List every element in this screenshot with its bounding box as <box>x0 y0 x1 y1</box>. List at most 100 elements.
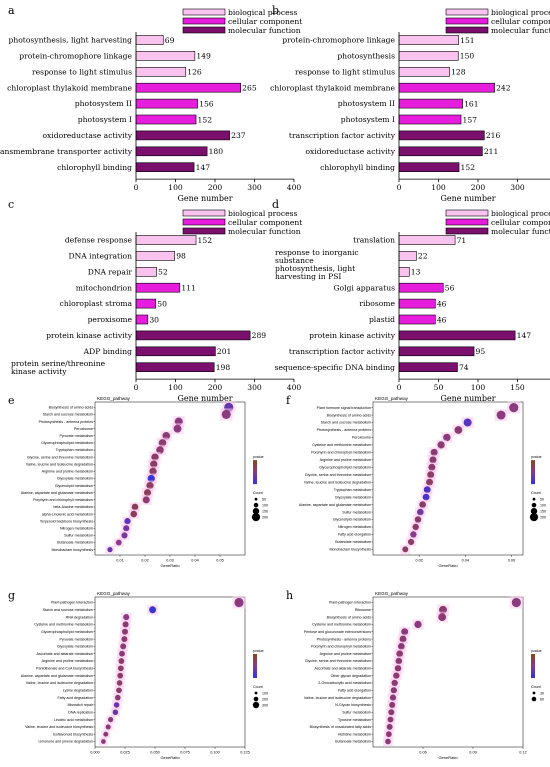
bar <box>135 362 215 372</box>
pathway-label: Arginine and proline metabolism <box>42 470 93 474</box>
x-tick-label: 0.09 <box>469 751 476 755</box>
bar <box>135 82 241 93</box>
pathway-label: N-Glycan biosynthesis <box>335 703 371 707</box>
data-point <box>509 402 519 413</box>
pathway-label: Photosynthesis - antenna proteins <box>39 420 94 424</box>
data-point <box>396 650 404 658</box>
x-tick-label: 0.02 <box>415 559 422 563</box>
category-label: chloroplast stroma <box>60 299 133 308</box>
value-label: 242 <box>496 84 511 93</box>
bar <box>135 35 164 45</box>
data-point <box>428 463 436 471</box>
data-point <box>423 486 431 494</box>
color-legend-bar <box>531 460 535 485</box>
bar <box>398 35 459 45</box>
pathway-label: Peroxisome <box>352 436 371 440</box>
bar <box>398 82 495 93</box>
panel-label-f: f <box>286 394 291 407</box>
data-point <box>173 424 182 433</box>
value-label: 147 <box>196 163 211 172</box>
data-point <box>385 738 391 745</box>
data-point <box>149 606 157 614</box>
x-axis-title: Gene number <box>177 194 232 203</box>
size-legend-dot <box>530 507 538 515</box>
data-point <box>115 539 122 546</box>
pathway-label: Biosynthesis of unsaturated fatty acids <box>310 725 372 729</box>
value-label: 30 <box>149 315 159 324</box>
bar <box>398 67 450 77</box>
data-point <box>124 518 131 525</box>
pathway-label: Glycine, serine and threonine metabolism <box>27 455 93 459</box>
data-point <box>146 482 154 490</box>
data-point <box>390 687 397 694</box>
pathway-label: Porphyrin and chlorophyll metabolism <box>33 498 93 502</box>
x-axis-title: GeneRatio <box>160 755 180 760</box>
bar <box>398 314 436 325</box>
data-point <box>393 672 400 679</box>
value-label: 149 <box>196 52 211 61</box>
chart-title: KEGG_pathway <box>375 396 409 401</box>
pathway-label: Valine, leucine and isoleucine degradati… <box>304 480 371 484</box>
category-label: chlorophyll binding <box>57 163 132 172</box>
size-legend-dot <box>531 502 537 508</box>
data-point <box>427 471 435 479</box>
x-tick-label: 300 <box>247 183 262 192</box>
bar <box>398 362 458 372</box>
value-label: 71 <box>457 236 467 245</box>
value-label: 128 <box>451 68 466 77</box>
value-label: 22 <box>418 252 428 261</box>
pathway-label: Isoflavonoid biosynthesis <box>53 732 93 736</box>
color-legend-bar <box>531 654 535 678</box>
data-point <box>156 446 164 454</box>
color-legend-title: pvalue <box>253 455 264 459</box>
pathway-label: Glyoxylate metabolism <box>57 477 93 481</box>
chart-title: KEGG_pathway <box>97 591 131 596</box>
size-legend-title: Count <box>253 685 263 689</box>
x-tick-label: 0 <box>397 183 402 192</box>
category-label: transcription factor activity <box>289 131 396 140</box>
pathway-label: Fatty acid degradation <box>57 696 93 700</box>
pathway-label: Pyruvate metabolism <box>59 637 93 641</box>
bar <box>135 314 149 325</box>
pathway-label: Glycine, serine and threonine metabolism <box>305 473 371 477</box>
data-point <box>430 448 438 456</box>
size-legend-label: 200 <box>262 697 268 701</box>
pathway-label: Plant-pathogen interaction <box>329 601 371 605</box>
bar <box>398 162 460 172</box>
value-label: 156 <box>199 99 214 108</box>
legend-entry: biological process <box>491 209 550 218</box>
data-point <box>391 679 398 687</box>
x-axis-title: GeneRatio <box>438 563 458 568</box>
category-label: protein-chromophore linkage <box>282 36 395 45</box>
pathway-label: Plant hormone signal transduction <box>317 406 371 410</box>
bar <box>135 267 157 277</box>
bar <box>398 98 463 109</box>
x-tick-label: 100 <box>471 383 486 392</box>
x-tick-label: 0.06 <box>508 559 515 563</box>
data-point <box>120 643 127 650</box>
data-point <box>454 426 463 434</box>
category-label: peroxisome <box>88 315 133 324</box>
value-label: 161 <box>464 99 479 108</box>
color-legend-bar <box>253 460 257 485</box>
bar <box>135 146 208 157</box>
pathway-label: Valine, leucine and isoleucine degradati… <box>26 681 93 685</box>
pathway-label: Lysine degradation <box>63 688 93 692</box>
value-label: 211 <box>484 147 499 156</box>
dot-panel-g: g KEGG_pathway Plant-pathogen interaction S… <box>8 589 268 760</box>
bar <box>135 98 198 109</box>
size-legend-dot <box>254 691 258 695</box>
x-tick-label: 50 <box>434 383 444 392</box>
category-label: protein serine/threonine <box>11 359 106 368</box>
data-point <box>407 538 415 546</box>
legend-entry: cellular component <box>491 17 550 26</box>
x-tick-label: 0.000 <box>90 751 100 755</box>
bar <box>398 251 417 261</box>
data-point <box>118 658 125 664</box>
pathway-label: Glycerolipid metabolism <box>333 518 371 522</box>
size-legend-label: 300 <box>262 703 268 707</box>
data-point <box>112 709 119 715</box>
pathway-label: Cysteine and methionine metabolism <box>34 623 93 627</box>
category-label: protein-chromophore linkage <box>19 52 132 61</box>
